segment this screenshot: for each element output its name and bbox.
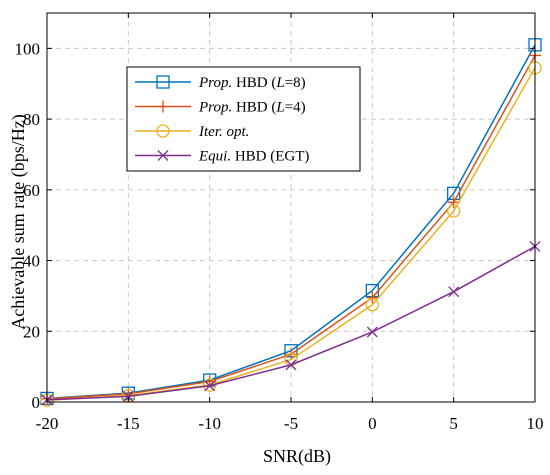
x-tick-label: -10 (198, 414, 221, 433)
data-point-marker (365, 298, 379, 312)
y-axis-title: Achievable sum rate (bps/Hz) (8, 114, 29, 329)
y-tick-label: 60 (23, 181, 40, 200)
legend-label: Prop. HBD (L=4) (198, 100, 306, 116)
legend: Prop. HBD (L=8) Prop. HBD (L=4) Iter. opt.… (126, 66, 361, 172)
data-point-marker (447, 204, 461, 218)
legend-marker (156, 124, 170, 138)
data-point-marker (285, 348, 297, 361)
x-tick-label: -15 (117, 414, 140, 433)
data-point-marker (366, 326, 378, 338)
x-tick-label: 0 (368, 414, 377, 433)
data-point-marker (366, 291, 379, 304)
x-tick-label: 5 (449, 414, 458, 433)
series-4 (41, 240, 541, 406)
data-point-marker (285, 359, 297, 371)
legend-label: Iter. opt. (198, 124, 249, 140)
legend-box (126, 66, 361, 172)
legend-marker (157, 150, 169, 161)
x-tick-label: 10 (527, 414, 544, 433)
data-point-marker (122, 390, 134, 402)
x-tick-label: -20 (36, 414, 59, 433)
x-tick-label: -5 (284, 414, 298, 433)
legend-marker (156, 75, 170, 89)
legend-label: Equi. HBD (EGT) (198, 149, 309, 165)
y-tick-label: 0 (32, 393, 41, 412)
data-point-marker (448, 286, 460, 298)
data-point-marker (203, 378, 217, 392)
y-tick-label: 20 (23, 322, 40, 341)
x-axis-title: SNR(dB) (263, 446, 331, 467)
data-point-marker (447, 196, 460, 209)
y-tick-label: 40 (23, 252, 40, 271)
y-tick-label: 80 (23, 110, 40, 129)
data-point-marker (204, 380, 216, 392)
legend-marker (157, 100, 169, 113)
legend-label: Prop. HBD (L=8) (198, 75, 306, 91)
y-tick-label: 100 (15, 39, 41, 58)
